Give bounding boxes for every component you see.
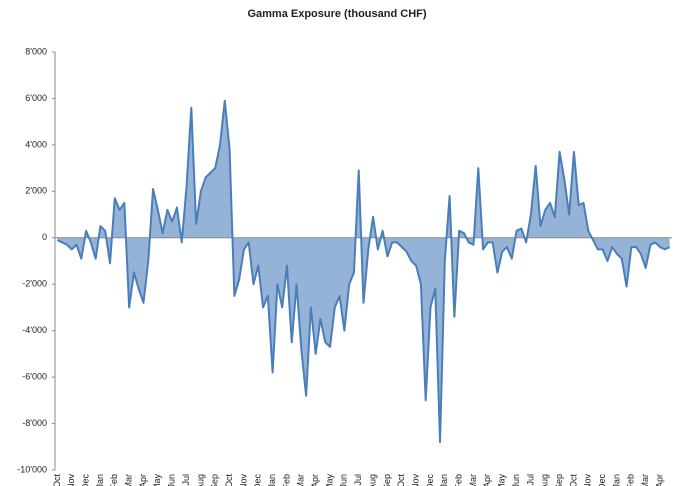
y-tick-label: -2'000 (22, 279, 47, 289)
x-tick-label: Nov (410, 474, 420, 486)
x-tick-label: Jun (511, 474, 521, 486)
chart-title: Gamma Exposure (thousand CHF) (247, 8, 426, 20)
x-tick-label: May (497, 474, 507, 486)
x-tick-label: Aug (195, 474, 205, 486)
x-tick-label: Aug (540, 474, 550, 486)
x-tick-label: Jul (525, 474, 535, 486)
x-tick-label: Mar (296, 474, 306, 486)
x-tick-label: May (152, 474, 162, 486)
x-tick-label: Nov (583, 474, 593, 486)
x-tick-label: Dec (80, 474, 90, 486)
y-tick-label: -6'000 (22, 371, 47, 381)
x-tick-label: Dec (253, 474, 263, 486)
x-tick-label: Jun (167, 474, 177, 486)
x-tick-label: Jul (181, 474, 191, 486)
x-tick-label: Apr (310, 474, 320, 486)
x-tick-label: Mar (124, 474, 134, 486)
x-tick-label: Oct (396, 474, 406, 486)
y-tick-label: -4'000 (22, 325, 47, 335)
x-tick-label: Jan (267, 474, 277, 486)
area (57, 100, 670, 443)
x-tick-label: Aug (367, 474, 377, 486)
x-tick-label: Feb (626, 474, 636, 486)
x-tick-label: Mar (468, 474, 478, 486)
x-tick-label: Jun (339, 474, 349, 486)
x-tick-label: Feb (281, 474, 291, 486)
x-tick-label: May (324, 474, 334, 486)
x-tick-label: Jan (439, 474, 449, 486)
x-tick-label: Oct (52, 474, 62, 486)
x-tick-label: Apr (138, 474, 148, 486)
y-tick-label: -8'000 (22, 418, 47, 428)
x-tick-label: Apr (654, 474, 664, 486)
x-tick-label: Jan (611, 474, 621, 486)
y-tick-label: 8'000 (25, 46, 47, 56)
x-tick-label: Nov (238, 474, 248, 486)
y-tick-label: 0 (42, 232, 47, 242)
x-tick-label: Feb (109, 474, 119, 486)
y-tick-label: 4'000 (25, 139, 47, 149)
x-tick-label: Jul (353, 474, 363, 486)
x-tick-label: Jan (95, 474, 105, 486)
x-tick-label: Dec (425, 474, 435, 486)
x-tick-label: Feb (454, 474, 464, 486)
x-tick-label: Nov (66, 474, 76, 486)
x-tick-label: Sep (554, 474, 564, 486)
x-tick-label: Dec (597, 474, 607, 486)
line (56, 99, 671, 444)
y-tick-label: -10'000 (17, 464, 47, 474)
x-tick-label: Oct (568, 474, 578, 486)
x-tick-label: Oct (224, 474, 234, 486)
y-tick-label: 6'000 (25, 93, 47, 103)
y-tick-label: 2'000 (25, 186, 47, 196)
x-tick-label: Sep (210, 474, 220, 486)
x-tick-label: Sep (382, 474, 392, 486)
x-tick-label: Apr (482, 474, 492, 486)
x-tick-label: Mar (640, 474, 650, 486)
